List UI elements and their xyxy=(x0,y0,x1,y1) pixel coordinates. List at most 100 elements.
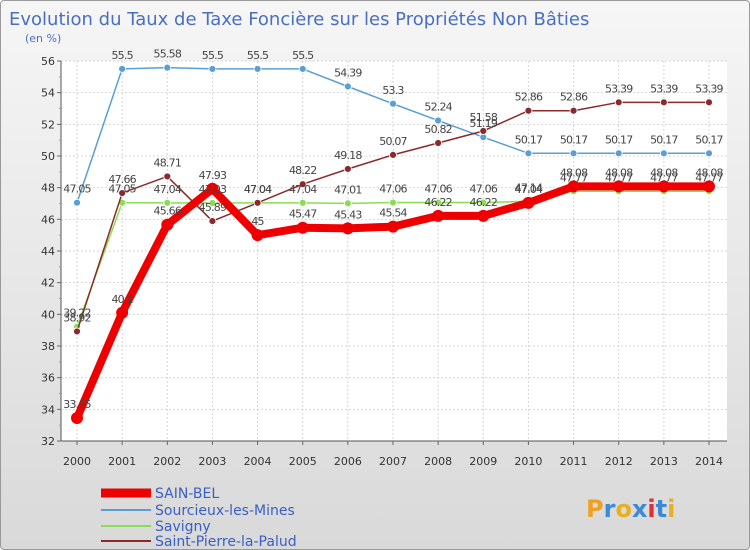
series-point-3 xyxy=(163,172,172,181)
series-point-2 xyxy=(434,198,443,207)
data-label-3: 48.71 xyxy=(154,156,182,169)
series-point-3 xyxy=(524,106,533,115)
y-tick-label: 46 xyxy=(41,213,55,226)
series-point-0 xyxy=(116,306,129,319)
data-label-1: 55.5 xyxy=(247,49,269,62)
series-point-1 xyxy=(705,149,713,158)
series-point-0 xyxy=(161,218,174,231)
x-tick-label: 2003 xyxy=(198,455,226,468)
data-label-3: 52.86 xyxy=(515,91,543,104)
logo-letter: o xyxy=(615,495,632,523)
data-label-3: 49.18 xyxy=(334,149,362,162)
data-label-0: 48.08 xyxy=(605,166,633,179)
logo-letter: i xyxy=(667,495,675,523)
data-label-0: 45.54 xyxy=(379,207,407,220)
series-point-3 xyxy=(253,198,262,207)
x-tick-label: 2013 xyxy=(650,455,678,468)
series-point-3 xyxy=(569,106,578,115)
series-point-3 xyxy=(614,98,623,107)
x-tick-label: 2000 xyxy=(63,455,91,468)
series-point-2 xyxy=(389,198,397,207)
data-label-1: 50.17 xyxy=(650,133,678,146)
series-lines xyxy=(71,63,715,425)
legend-entry: Saint-Pierre-la-Palud xyxy=(155,534,297,550)
y-tick-label: 32 xyxy=(41,435,55,448)
x-tick-label: 2009 xyxy=(469,455,497,468)
series-point-1 xyxy=(118,65,127,73)
series-point-1 xyxy=(389,99,397,108)
series-point-2 xyxy=(298,198,307,207)
series-point-2 xyxy=(479,198,488,207)
data-label-2: 47.77 xyxy=(560,171,588,184)
series-point-0 xyxy=(296,221,309,234)
data-label-3: 45.89 xyxy=(199,201,227,214)
series-point-1 xyxy=(343,82,352,91)
data-label-2: 47.77 xyxy=(605,171,633,184)
series-point-0 xyxy=(206,182,219,195)
x-tick-label: 2014 xyxy=(695,455,723,468)
series-point-0 xyxy=(522,196,535,209)
series-point-1 xyxy=(434,116,443,125)
y-unit-label: (en %) xyxy=(25,32,61,45)
series-point-3 xyxy=(118,189,127,197)
data-label-3: 50.07 xyxy=(379,135,407,148)
logo-letter: x xyxy=(632,495,648,523)
y-tick-label: 48 xyxy=(41,182,55,195)
data-label-0: 48.08 xyxy=(650,166,678,179)
series-point-0 xyxy=(477,209,490,222)
x-tick-label: 2006 xyxy=(334,455,362,468)
data-label-2: 39.22 xyxy=(63,307,91,320)
legend-entry: SAIN-BEL xyxy=(155,486,219,502)
data-label-0: 45.66 xyxy=(154,205,182,218)
data-label-0: 40.1 xyxy=(111,293,132,306)
legend-entry: Sourcieux-les-Mines xyxy=(155,503,295,519)
data-label-2: 47.04 xyxy=(244,183,272,196)
data-label-3: 50.82 xyxy=(424,123,452,136)
series-point-1 xyxy=(253,65,262,73)
logo-letter: t xyxy=(656,495,667,523)
series-point-3 xyxy=(705,98,713,107)
series-point-2 xyxy=(208,199,217,207)
y-tick-label: 44 xyxy=(41,245,55,258)
series-point-3 xyxy=(73,327,81,336)
data-label-2: 47.04 xyxy=(154,183,182,196)
data-label-0: 48.08 xyxy=(560,166,588,179)
series-point-3 xyxy=(343,165,352,173)
x-tick-label: 2011 xyxy=(560,455,588,468)
y-tick-label: 54 xyxy=(41,87,55,100)
y-tick-label: 42 xyxy=(41,277,55,290)
series-point-0 xyxy=(612,180,625,193)
data-label-2: 47.05 xyxy=(108,183,136,196)
data-label-1: 50.17 xyxy=(605,133,633,146)
data-label-0: 46.22 xyxy=(424,196,452,209)
y-tick-label: 34 xyxy=(41,403,55,416)
series-point-1 xyxy=(298,65,307,73)
data-label-3: 38.92 xyxy=(63,311,91,324)
data-label-0: 48.08 xyxy=(695,166,723,179)
x-tick-label: 2012 xyxy=(605,455,633,468)
data-label-2: 47.01 xyxy=(334,183,362,196)
x-tick-label: 2002 xyxy=(153,455,181,468)
data-label-1: 47.05 xyxy=(63,183,91,196)
data-label-2: 47.06 xyxy=(424,183,452,196)
data-label-3: 53.39 xyxy=(695,82,723,95)
y-axis-ticks: 32 34 36 38 40 42 44 46 48 50 52 54 56 xyxy=(41,55,61,448)
data-label-3: 47.66 xyxy=(108,173,136,186)
data-label-0: 47.04 xyxy=(515,183,543,196)
data-label-3: 47.04 xyxy=(244,183,272,196)
series-point-0 xyxy=(341,222,354,235)
series-point-2 xyxy=(343,199,352,208)
data-label-1: 53.3 xyxy=(382,84,404,97)
y-tick-label: 36 xyxy=(41,372,55,385)
series-point-1 xyxy=(208,65,217,73)
proxiti-logo: Proxiti xyxy=(586,495,675,523)
series-point-3 xyxy=(208,217,217,225)
data-label-2: 47.06 xyxy=(470,183,498,196)
y-tick-label: 50 xyxy=(41,150,55,163)
series-point-0 xyxy=(657,180,670,193)
data-label-1: 52.24 xyxy=(424,101,452,114)
data-label-2: 47.03 xyxy=(199,183,227,196)
series-point-3 xyxy=(434,139,443,147)
data-label-3: 48.22 xyxy=(289,164,317,177)
